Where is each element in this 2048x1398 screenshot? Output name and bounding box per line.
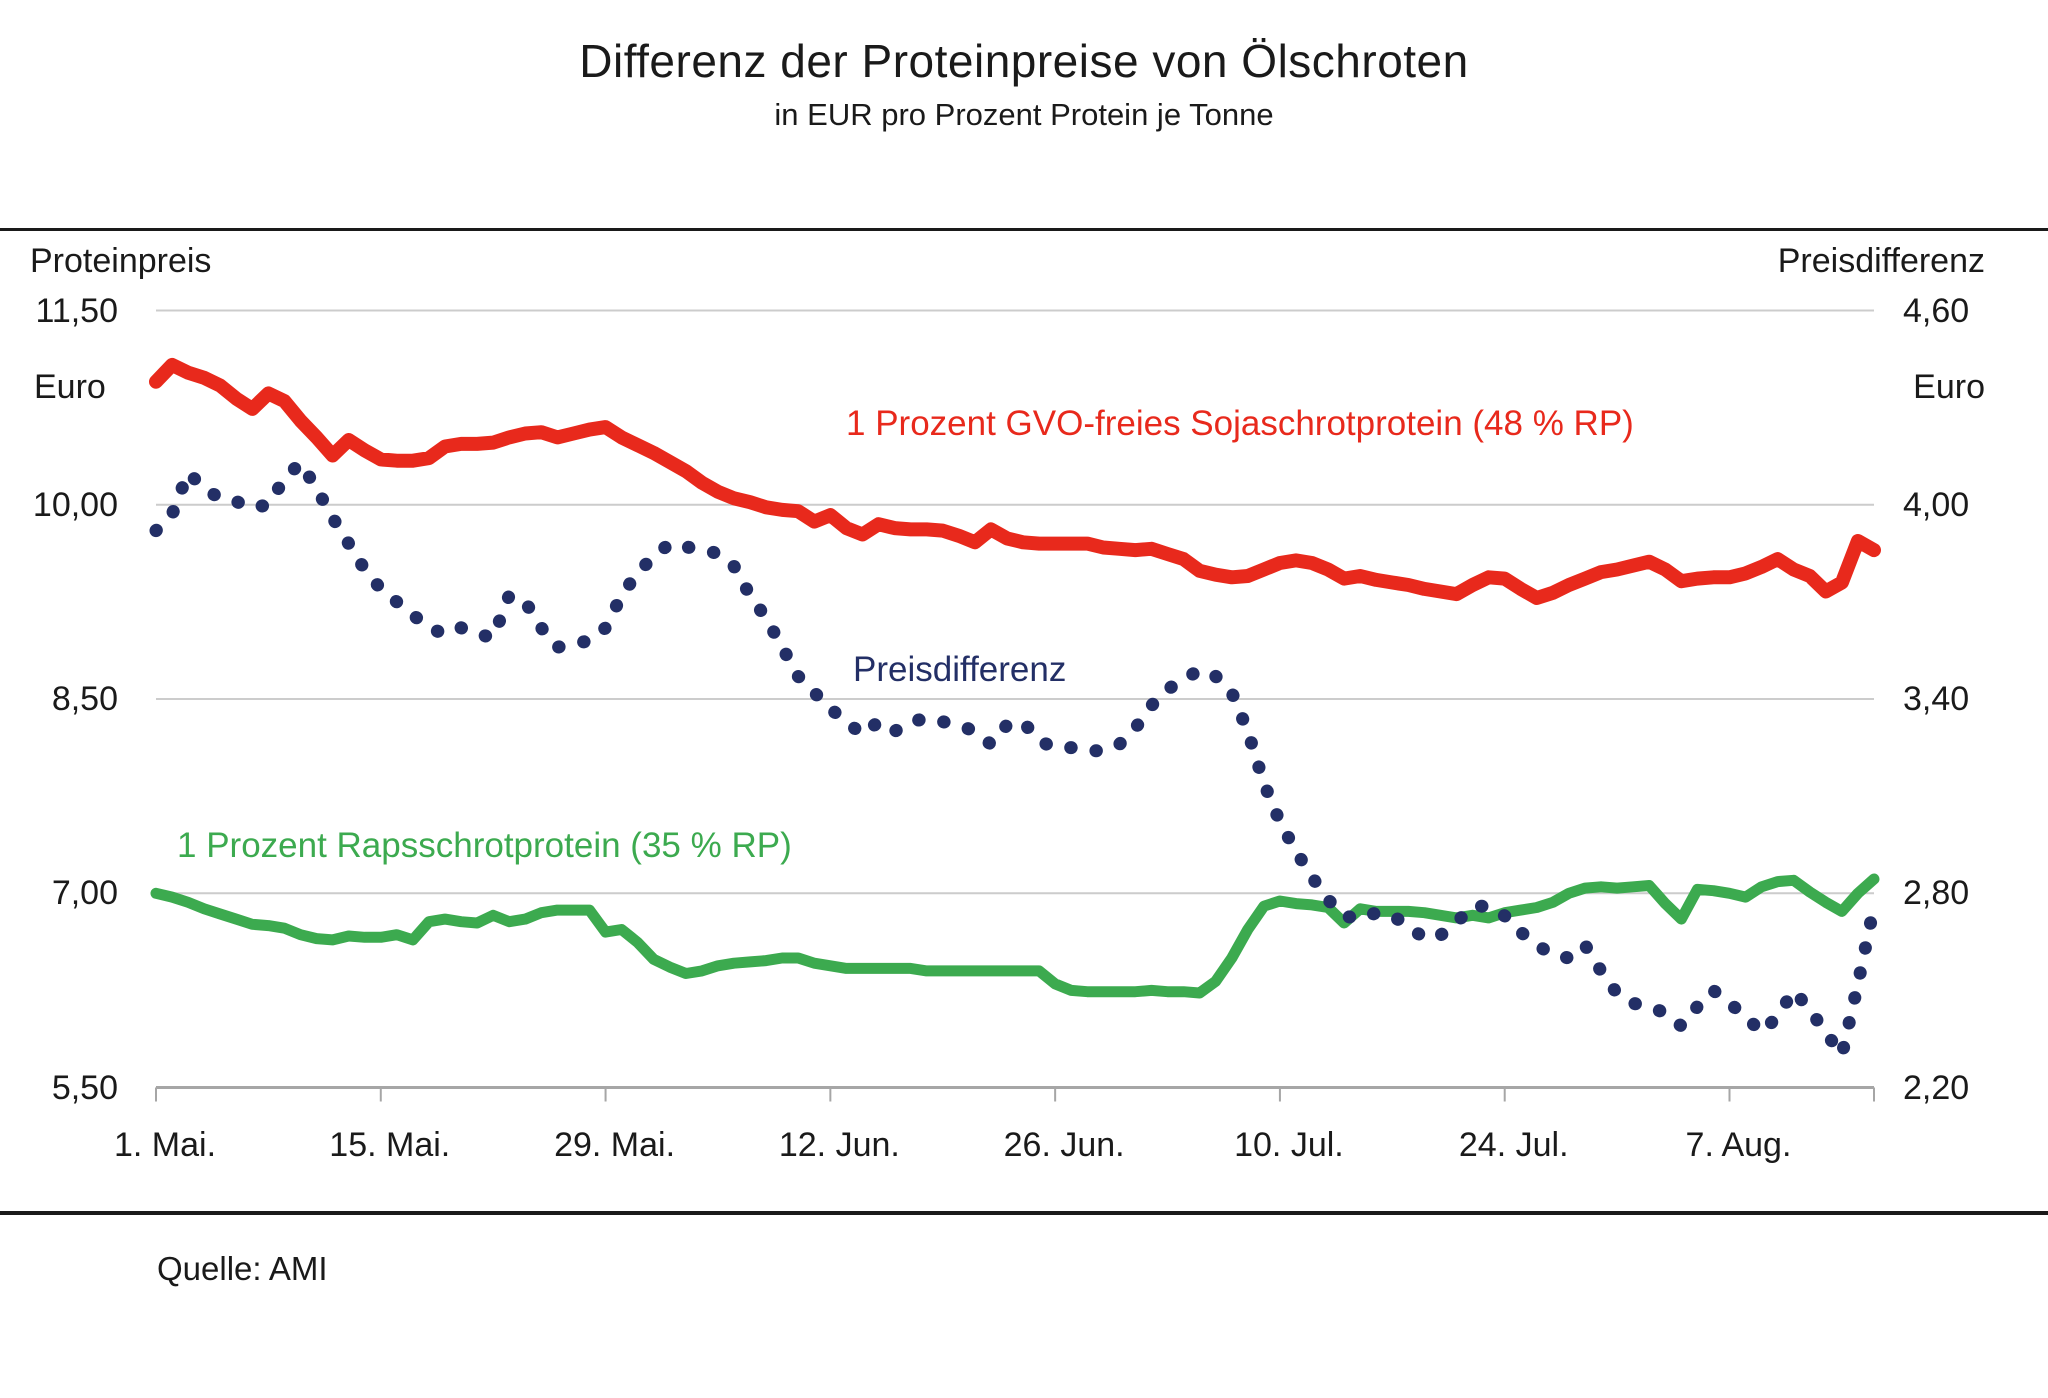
right-axis-tick-label: 3,40: [1903, 680, 1970, 718]
chart-title: Differenz der Proteinpreise von Ölschrot…: [579, 35, 1469, 87]
right-axis-tick-label: 2,80: [1903, 874, 1970, 913]
series-line-soja: [149, 357, 1881, 605]
x-axis-tick-label: 24. Jul.: [1458, 1126, 1569, 1164]
left-axis-tick-label: 5,50: [51, 1068, 118, 1107]
x-axis-tick-label: 12. Jun.: [778, 1126, 900, 1164]
right-axis-tick-label: 4,60: [1903, 291, 1970, 330]
right-axis-tick-label: 4,00: [1903, 485, 1970, 524]
series-line-raps: [150, 873, 1880, 999]
x-axis-tick-label: 1. Mai.: [113, 1126, 217, 1164]
left-axis-tick-label: 7,00: [51, 874, 118, 913]
legend-price-difference-series: Preisdifferenz: [853, 650, 1067, 689]
x-axis-tick-label: 26. Jun.: [1003, 1126, 1125, 1164]
right-axis-title: Preisdifferenz: [1777, 242, 1985, 280]
legend-raps-series: 1 Prozent Rapsschrotprotein (35 % RP): [177, 826, 792, 865]
chart-subtitle: in EUR pro Prozent Protein je Tonne: [774, 97, 1274, 132]
divider-bottom: [0, 1211, 2048, 1215]
legend-soja-series: 1 Prozent GVO-freies Sojaschrotprotein (…: [846, 404, 1634, 443]
right-axis-tick-label: 2,20: [1903, 1068, 1970, 1107]
left-axis-unit: Euro: [34, 368, 106, 406]
x-axis-tick-label: 15. Mai.: [329, 1126, 451, 1164]
left-axis-tick-label: 8,50: [51, 680, 118, 718]
divider-top: [0, 228, 2048, 231]
left-axis-tick-label: 10,00: [32, 485, 118, 524]
left-axis-title: Proteinpreis: [30, 242, 212, 280]
x-axis-tick-label: 29. Mai.: [554, 1126, 676, 1164]
x-axis-tick-label: 7. Aug.: [1685, 1126, 1792, 1164]
right-axis-unit: Euro: [1913, 368, 1985, 406]
x-axis-tick-label: 10. Jul.: [1234, 1126, 1344, 1164]
source-note: Quelle: AMI: [157, 1250, 328, 1287]
left-axis-tick-label: 11,50: [35, 291, 118, 330]
series-line-diff: [149, 456, 1881, 1062]
